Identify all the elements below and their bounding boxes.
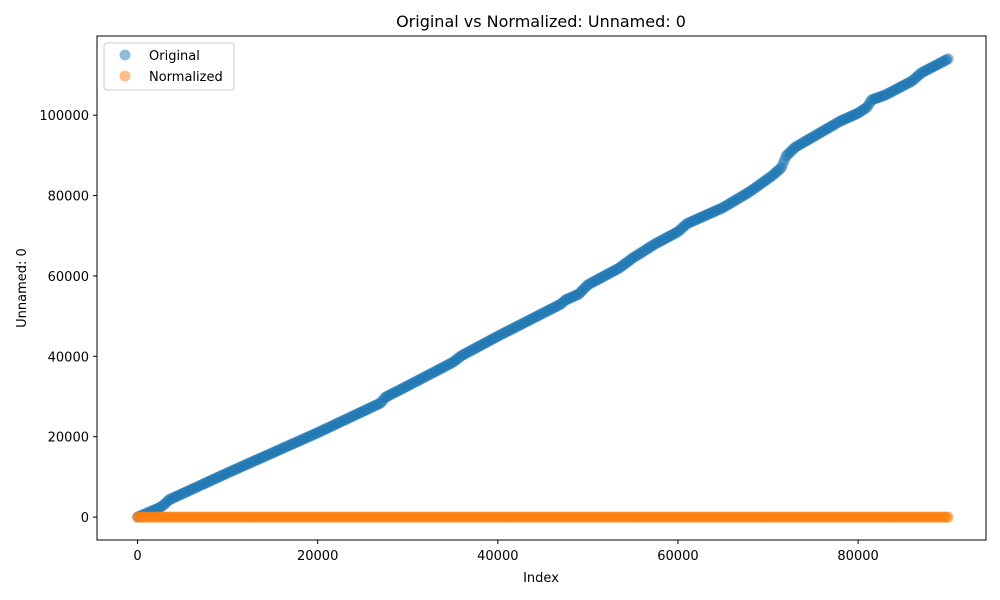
plot-frame <box>96 35 987 541</box>
y-axis-ticks: 0 20000 40000 60000 80000 100000 <box>39 109 97 526</box>
x-tick-label: 60000 <box>657 549 698 564</box>
y-tick-label: 80000 <box>48 190 89 205</box>
original-point <box>942 53 954 65</box>
legend-marker-normalized <box>119 70 131 82</box>
legend-label-normalized: Normalized <box>149 70 223 85</box>
legend-marker-original <box>119 49 131 61</box>
x-tick-label: 80000 <box>837 549 878 564</box>
legend-box <box>103 42 235 91</box>
y-tick-label: 100000 <box>39 109 89 124</box>
y-tick-label: 0 <box>81 511 89 526</box>
x-tick-label: 0 <box>133 549 141 564</box>
x-axis-label: Index <box>523 571 559 586</box>
legend-label-original: Original <box>149 49 200 64</box>
x-tick-label: 40000 <box>477 549 518 564</box>
chart-title: Original vs Normalized: Unnamed: 0 <box>396 12 686 31</box>
scatter-points <box>132 53 954 523</box>
y-axis-label: Unnamed: 0 <box>15 248 30 328</box>
y-tick-label: 60000 <box>48 270 89 285</box>
y-tick-label: 40000 <box>48 350 89 365</box>
y-tick-label: 20000 <box>48 431 89 446</box>
legend: Original Normalized <box>103 42 235 91</box>
normalized-point <box>942 511 954 523</box>
x-tick-label: 20000 <box>297 549 338 564</box>
x-axis-ticks: 0 20000 40000 60000 80000 <box>133 540 879 564</box>
